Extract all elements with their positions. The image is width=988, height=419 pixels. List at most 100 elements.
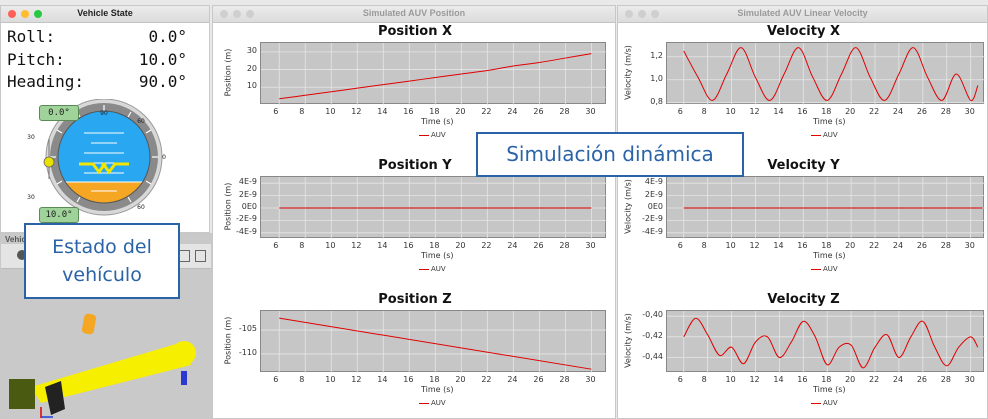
legend-swatch <box>811 402 821 404</box>
dial-label-60-bottom: 60 <box>137 204 145 211</box>
close-window-button[interactable] <box>220 10 228 18</box>
window-title: Vehicle State <box>77 8 133 18</box>
attitude-indicator: 90 60 0 60 30 30 <box>27 99 166 216</box>
y-tick-label: 30 <box>246 45 257 55</box>
x-tick-label: 22 <box>869 375 880 384</box>
x-tick-label: 20 <box>455 241 466 250</box>
chart-panel: Velocity X 6 8 10 12 14 16 18 20 22 24 26 28 30 1,2 1,0… <box>618 24 987 154</box>
x-tick-label: 14 <box>773 241 784 250</box>
plot-area <box>666 42 985 105</box>
x-tick-label: 14 <box>377 241 388 250</box>
zoom-window-button[interactable] <box>246 10 254 18</box>
x-tick-label: 20 <box>455 107 466 116</box>
legend-label: AUV <box>823 265 838 273</box>
x-tick-label: 18 <box>821 241 832 250</box>
x-tick-label: 28 <box>559 241 570 250</box>
heading-label: Heading: <box>7 72 85 91</box>
pitch-badge: 10.0° <box>39 207 79 223</box>
chart-title: Velocity Y <box>767 158 840 173</box>
x-tick-label: 10 <box>725 241 736 250</box>
minimize-window-button[interactable] <box>638 10 646 18</box>
close-window-button[interactable] <box>8 10 16 18</box>
roll-value: 0.0° <box>148 27 187 46</box>
y-tick-label: 0,8 <box>650 96 663 106</box>
x-tick-label: 12 <box>351 241 362 250</box>
legend-label: AUV <box>431 131 446 139</box>
x-tick-label: 16 <box>797 107 808 116</box>
simulation-callout: Simulación dinámica <box>476 132 744 177</box>
x-tick-label: 10 <box>325 241 336 250</box>
chart-title: Velocity X <box>767 24 840 39</box>
plot-svg <box>261 177 607 239</box>
x-tick-label: 24 <box>892 241 904 250</box>
x-tick-label: 14 <box>773 107 784 116</box>
velocity-titlebar: Simulated AUV Linear Velocity <box>618 6 987 23</box>
x-tick-label: 6 <box>273 241 279 250</box>
x-tick-label: 12 <box>351 375 362 384</box>
x-tick-label: 20 <box>455 375 466 384</box>
y-axis-label: Velocity (m/s) <box>623 45 633 100</box>
position-window: Simulated AUV Position Position X 6 8 10 12 1… <box>212 5 616 419</box>
y-tick-label: 4E-9 <box>644 177 663 187</box>
x-tick-label: 30 <box>964 241 975 250</box>
x-tick-label: 26 <box>533 375 544 384</box>
x-tick-label: 12 <box>749 375 760 384</box>
y-tick-label: -4E-9 <box>235 226 257 236</box>
vehicle-state-window: Vehicle State Roll: 0.0° Pitch: 10.0° He… <box>0 5 210 233</box>
y-tick-label: 1,0 <box>650 73 663 83</box>
y-axis-label: Position (m) <box>223 48 233 97</box>
x-tick-label: 24 <box>507 241 518 250</box>
roll-badge: 0.0° <box>39 105 79 121</box>
legend-label: AUV <box>431 399 446 407</box>
x-tick-label: 16 <box>797 241 808 250</box>
y-tick-label: -4E-9 <box>641 226 663 236</box>
chart-legend: AUV <box>811 265 838 273</box>
zoom-window-button[interactable] <box>34 10 42 18</box>
legend-label: AUV <box>823 131 838 139</box>
x-tick-label: 6 <box>677 375 683 384</box>
x-tick-label: 10 <box>725 375 736 384</box>
x-tick-label: 8 <box>701 241 707 250</box>
y-tick-label: -110 <box>238 347 257 357</box>
close-window-button[interactable] <box>625 10 633 18</box>
legend-swatch <box>419 268 429 270</box>
dial-label-90: 90 <box>100 110 108 117</box>
pitch-trim-knob-icon <box>43 139 55 179</box>
minimize-window-button[interactable] <box>21 10 29 18</box>
x-tick-label: 8 <box>299 375 305 384</box>
y-axis-label: Position (m) <box>223 182 233 231</box>
x-axis-label: Time (s) <box>421 385 454 394</box>
y-tick-label: 2E-9 <box>238 189 257 199</box>
chart-title: Position Z <box>378 292 452 307</box>
x-axis-label: Time (s) <box>813 117 846 126</box>
legend-label: AUV <box>431 265 446 273</box>
view-split-icon[interactable] <box>195 250 206 262</box>
plot-area <box>260 310 607 373</box>
x-tick-label: 24 <box>507 107 518 116</box>
x-tick-label: 28 <box>940 107 951 116</box>
plot-svg <box>261 311 607 373</box>
x-tick-label: 26 <box>916 107 928 116</box>
vehicle-state-callout: Estado del vehículo <box>24 223 180 299</box>
x-tick-label: 6 <box>677 107 683 116</box>
y-axis-label: Velocity (m/s) <box>623 179 633 234</box>
y-tick-label: 10 <box>246 81 257 91</box>
view-toggle-icon[interactable] <box>179 250 190 262</box>
x-tick-label: 14 <box>377 375 388 384</box>
x-tick-label: 30 <box>585 241 596 250</box>
plot-area <box>260 42 607 105</box>
vehicle-callout-line-2: vehículo <box>62 264 142 286</box>
series-line-auv <box>279 317 592 370</box>
x-tick-label: 24 <box>507 375 518 384</box>
chart-panel: Position X 6 8 10 12 14 16 18 20 22 24 26 28 30 10 20 30… <box>213 24 615 154</box>
zoom-window-button[interactable] <box>651 10 659 18</box>
minimize-window-button[interactable] <box>233 10 241 18</box>
x-tick-label: 18 <box>429 107 440 116</box>
x-axis-label: Time (s) <box>421 251 454 260</box>
plot-svg <box>667 43 985 105</box>
window-title: Simulated AUV Linear Velocity <box>737 8 868 18</box>
x-axis-label: Time (s) <box>421 117 454 126</box>
y-tick-label: -0,44 <box>642 351 663 361</box>
camera-icon[interactable] <box>17 250 27 260</box>
x-tick-label: 10 <box>725 107 736 116</box>
